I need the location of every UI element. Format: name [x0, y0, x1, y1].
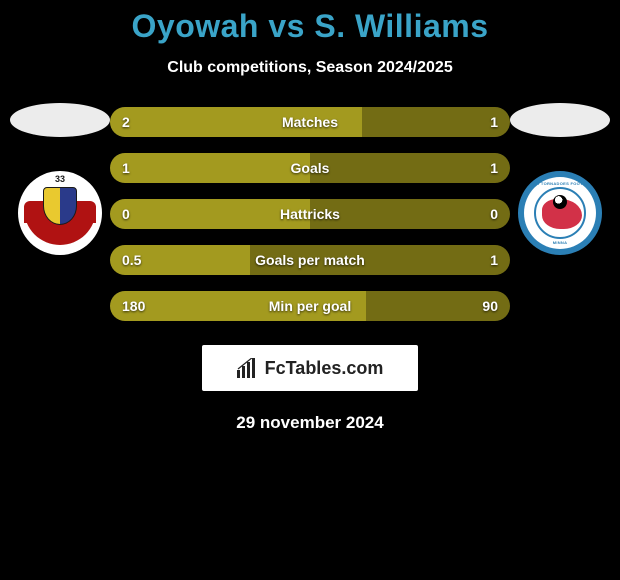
brand-label: FcTables.com — [265, 358, 384, 379]
player-left-column: 33 — [0, 107, 120, 255]
club-badge-right: NIGER TORNADOES FOOTBALL CLUB MINNA — [518, 171, 602, 255]
stat-label: Min per goal — [110, 291, 510, 321]
badge-right-bottom-text: MINNA — [524, 240, 596, 245]
page-title: Oyowah vs S. Williams — [0, 8, 620, 45]
chart-icon — [237, 358, 259, 378]
badge-right-ring: NIGER TORNADOES FOOTBALL CLUB MINNA — [524, 177, 596, 249]
comparison-area: 33 NIGER TORNADOES FOOTBALL CLUB MINNA 2… — [0, 107, 620, 321]
stats-list: 21Matches 11Goals 00Hattricks 0.51Goals per… — [110, 107, 510, 321]
player-right-silhouette — [510, 103, 610, 137]
player-left-silhouette — [10, 103, 110, 137]
date-label: 29 november 2024 — [0, 413, 620, 433]
stat-label: Goals — [110, 153, 510, 183]
stat-label: Goals per match — [110, 245, 510, 275]
stat-row: 00Hattricks — [110, 199, 510, 229]
header: Oyowah vs S. Williams Club competitions,… — [0, 0, 620, 77]
brand-badge[interactable]: FcTables.com — [202, 345, 418, 391]
club-badge-left: 33 — [18, 171, 102, 255]
page-subtitle: Club competitions, Season 2024/2025 — [0, 59, 620, 77]
stat-label: Hattricks — [110, 199, 510, 229]
stat-row: 0.51Goals per match — [110, 245, 510, 275]
player-right-column: NIGER TORNADOES FOOTBALL CLUB MINNA — [500, 107, 620, 255]
stat-row: 11Goals — [110, 153, 510, 183]
badge-left-number: 33 — [55, 174, 65, 184]
stat-label: Matches — [110, 107, 510, 137]
stat-row: 18090Min per goal — [110, 291, 510, 321]
stat-row: 21Matches — [110, 107, 510, 137]
badge-left-shield — [43, 187, 77, 225]
